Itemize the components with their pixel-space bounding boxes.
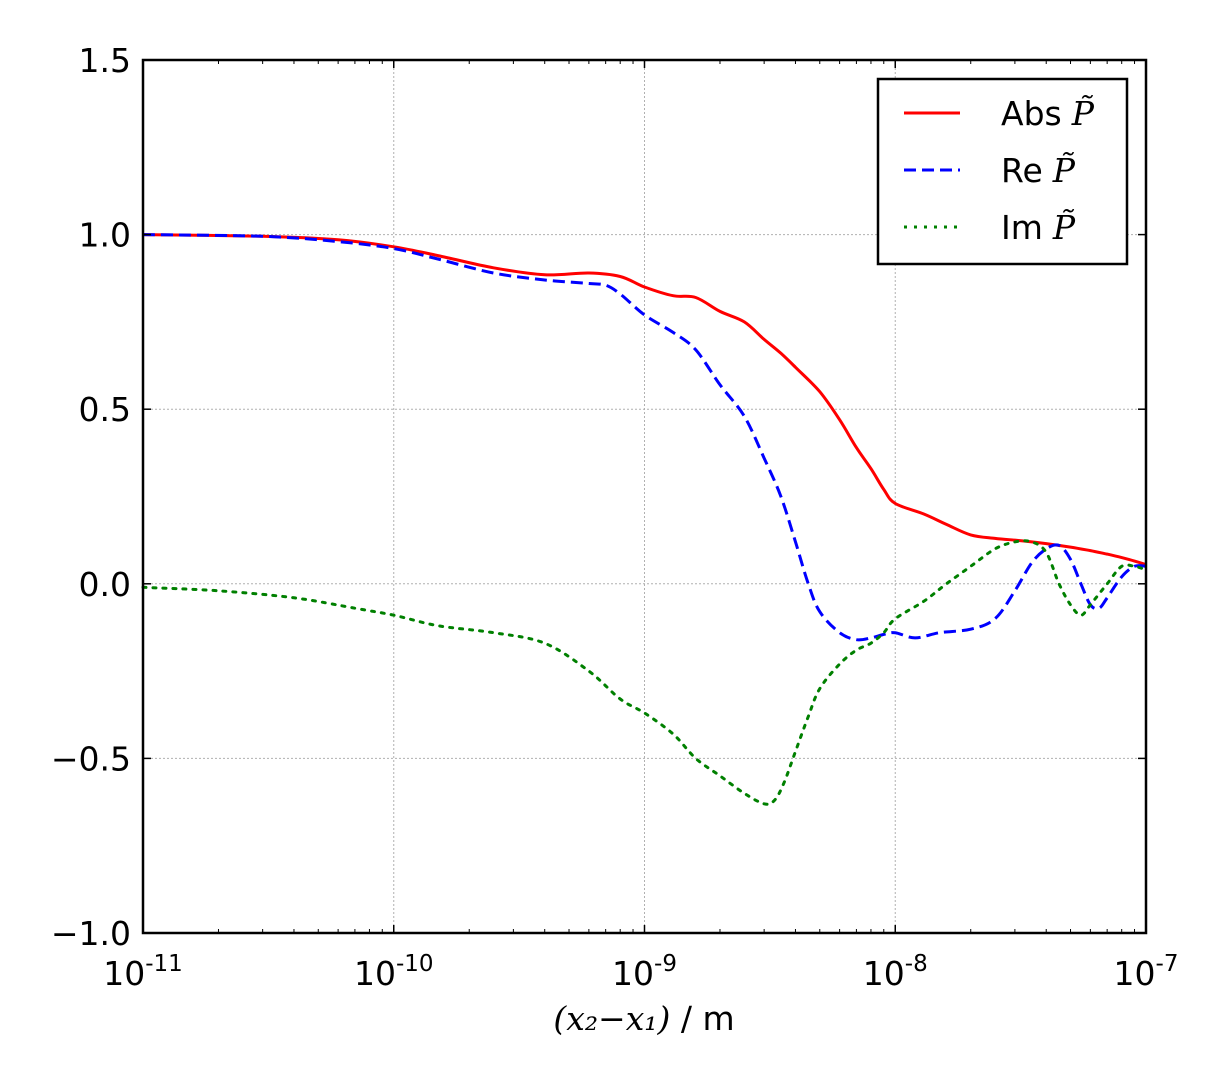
x-axis-title: (x₂−x₁) / m xyxy=(553,999,734,1038)
x-tick-label: 10-9 xyxy=(612,951,677,993)
series-line-re xyxy=(142,233,1147,642)
x-tick-label: 10-11 xyxy=(103,951,183,993)
y-tick-label: −0.5 xyxy=(51,739,131,778)
series-layer xyxy=(141,233,1148,806)
y-tick-labels: 1.5 1.0 0.5 0.0 −0.5 −1.0 xyxy=(51,41,131,953)
legend-symbol: P̃ xyxy=(1052,151,1076,190)
x-tick-exponent: -11 xyxy=(145,951,183,977)
series-line-im xyxy=(141,539,1148,806)
legend-box xyxy=(876,77,1129,266)
x-tick-exponent: -9 xyxy=(654,951,677,977)
y-tick-label: −1.0 xyxy=(51,914,131,953)
x-tick-exponent: -7 xyxy=(1156,951,1179,977)
y-tick-label: 1.5 xyxy=(79,41,131,80)
x-tick-label: 10-7 xyxy=(1114,951,1179,993)
tick-marks xyxy=(142,59,1147,934)
legend-symbol: P̃ xyxy=(1071,94,1095,133)
y-tick-label: 0.0 xyxy=(79,565,131,604)
x-tick-exponent: -8 xyxy=(905,951,928,977)
x-tick-base: 10 xyxy=(863,954,905,993)
x-tick-base: 10 xyxy=(354,954,396,993)
x-tick-label: 10-10 xyxy=(354,951,434,993)
x-tick-labels: 10-11 10-10 10-9 10-8 10-7 xyxy=(103,951,1178,993)
x-tick-exponent: -10 xyxy=(396,951,434,977)
x-tick-base: 10 xyxy=(612,954,654,993)
x-axis-unit: / m xyxy=(670,999,734,1038)
legend-label-re: Re P̃ xyxy=(1001,151,1076,190)
legend-label-abs: Abs P̃ xyxy=(1001,94,1095,133)
legend-prefix: Im xyxy=(1001,208,1043,247)
x-tick-base: 10 xyxy=(1114,954,1156,993)
y-tick-label: 0.5 xyxy=(79,390,131,429)
legend-label-im: Im P̃ xyxy=(1001,208,1076,247)
legend: Abs P̃Re P̃Im P̃ xyxy=(876,77,1129,266)
legend-prefix: Re xyxy=(1001,151,1043,190)
x-tick-base: 10 xyxy=(103,954,145,993)
x-tick-label: 10-8 xyxy=(863,951,928,993)
y-tick-label: 1.0 xyxy=(79,216,131,255)
legend-prefix: Abs xyxy=(1001,94,1062,133)
series-line-abs xyxy=(142,233,1147,567)
legend-symbol: P̃ xyxy=(1052,208,1076,247)
x-axis-math: (x₂−x₁) xyxy=(553,999,670,1038)
